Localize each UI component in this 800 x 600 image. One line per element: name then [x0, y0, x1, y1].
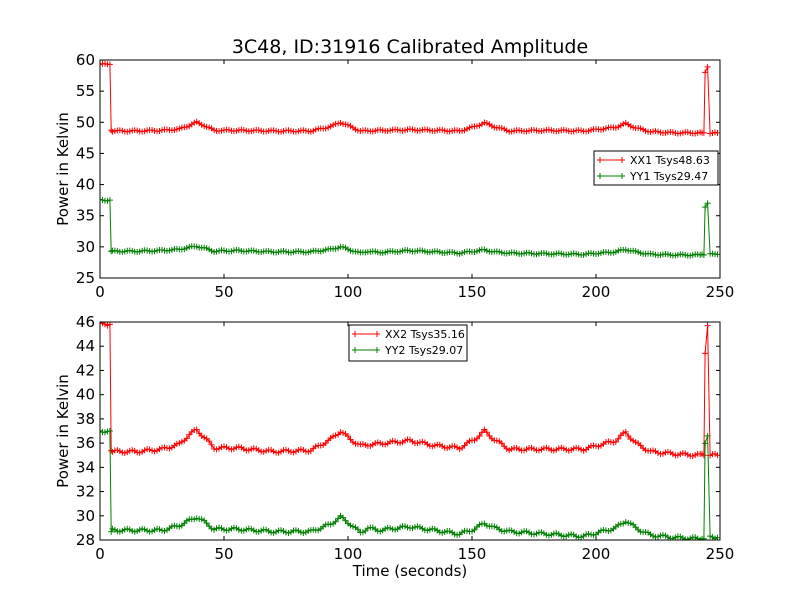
- data-point: [625, 432, 632, 439]
- axes-frame: [99, 59, 721, 279]
- data-point: [700, 535, 707, 540]
- data-point: [700, 129, 707, 136]
- x-tick-label: 0: [95, 283, 105, 301]
- y-tick-label: 46: [76, 313, 95, 331]
- data-point: [183, 435, 190, 442]
- data-point: [106, 428, 113, 434]
- data-point: [615, 435, 622, 442]
- data-point: [704, 200, 711, 207]
- x-tick-label: 100: [334, 283, 363, 301]
- y-tick-label: 42: [76, 361, 95, 379]
- legend: XX2 Tsys35.16 YY2 Tsys29.07: [348, 324, 468, 362]
- y-tick-label: 40: [76, 176, 95, 194]
- data-point: [108, 248, 115, 255]
- data-point: [108, 528, 115, 535]
- data-point: [704, 63, 711, 70]
- x-axis-label: Time (seconds): [352, 562, 468, 580]
- legend-marker: [597, 173, 625, 179]
- x-tick-label: 250: [706, 545, 735, 563]
- data-point: [702, 350, 709, 357]
- data-point: [704, 432, 711, 439]
- y-tick-label: 45: [76, 144, 95, 162]
- y-tick-label: 55: [76, 82, 95, 100]
- data-point: [345, 433, 351, 440]
- series-2-2: [100, 427, 720, 540]
- axes-frame: [99, 321, 721, 541]
- data-point: [340, 514, 347, 521]
- legend-marker: [352, 347, 380, 353]
- data-point: [332, 518, 339, 525]
- legend-box: [348, 324, 468, 362]
- chart-title: 3C48, ID:31916 Calibrated Amplitude: [232, 36, 588, 58]
- legend-label: YY1 Tsys29.47: [629, 170, 708, 183]
- data-point: [700, 251, 707, 258]
- y-tick-label: 60: [76, 51, 95, 69]
- legend-marker: [352, 331, 380, 337]
- x-tick-label: 0: [95, 545, 105, 563]
- data-point: [700, 452, 707, 459]
- data-point: [476, 432, 483, 439]
- data-point: [206, 438, 213, 445]
- y-axis-label: Power in Kelvin: [54, 374, 72, 488]
- data-point: [622, 428, 629, 435]
- data-point: [203, 520, 210, 527]
- y-tick-label: 30: [76, 238, 95, 256]
- plot-panel-1: 0 50 100 150 200 250 25 30 35 40 45 50 55 60 Power in …: [54, 51, 734, 301]
- series-2-1: [100, 322, 720, 460]
- data-point: [208, 441, 215, 448]
- data-point: [483, 429, 490, 436]
- plot-panel-2: 0 50 100 150 200 250 28 30 32 34 36 38 40 42 44 46 Power…: [54, 313, 734, 580]
- data-point: [702, 440, 709, 447]
- legend: XX1 Tsys48.63 YY1 Tsys29.47: [593, 150, 719, 186]
- y-tick-label: 40: [76, 386, 95, 404]
- series-1-2: [100, 196, 720, 259]
- data-point: [702, 204, 709, 211]
- legend-label: XX2 Tsys35.16: [385, 328, 465, 341]
- legend-label: XX1 Tsys48.63: [630, 154, 710, 167]
- y-tick-label: 44: [76, 337, 95, 355]
- x-tick-label: 50: [214, 283, 233, 301]
- legend-marker: [597, 157, 625, 163]
- y-tick-label: 28: [76, 531, 95, 549]
- x-tick-label: 50: [214, 545, 233, 563]
- y-tick-label: 36: [76, 434, 95, 452]
- y-tick-label: 30: [76, 507, 95, 525]
- data-point: [354, 526, 361, 533]
- x-tick-label: 200: [582, 283, 611, 301]
- y-tick-label: 25: [76, 269, 95, 287]
- x-tick-label: 150: [458, 545, 487, 563]
- x-tick-label: 250: [706, 283, 735, 301]
- series-line: [100, 199, 718, 257]
- y-tick-label: 50: [76, 113, 95, 131]
- series-1-1: [100, 60, 720, 137]
- y-tick-label: 34: [76, 458, 95, 476]
- data-point: [106, 197, 113, 204]
- legend-box: [593, 150, 719, 186]
- data-point: [108, 127, 115, 134]
- y-tick-label: 32: [76, 483, 95, 501]
- y-tick-label: 35: [76, 207, 95, 225]
- y-axis-label: Power in Kelvin: [54, 112, 72, 226]
- data-point: [612, 439, 619, 446]
- data-point: [106, 61, 113, 68]
- legend-label: YY2 Tsys29.07: [384, 344, 463, 357]
- data-point: [704, 322, 711, 329]
- data-point: [702, 69, 709, 76]
- x-tick-label: 200: [582, 545, 611, 563]
- y-tick-label: 38: [76, 410, 95, 428]
- x-tick-label: 150: [458, 283, 487, 301]
- data-point: [342, 517, 349, 524]
- data-point: [193, 426, 200, 433]
- x-tick-label: 100: [334, 545, 363, 563]
